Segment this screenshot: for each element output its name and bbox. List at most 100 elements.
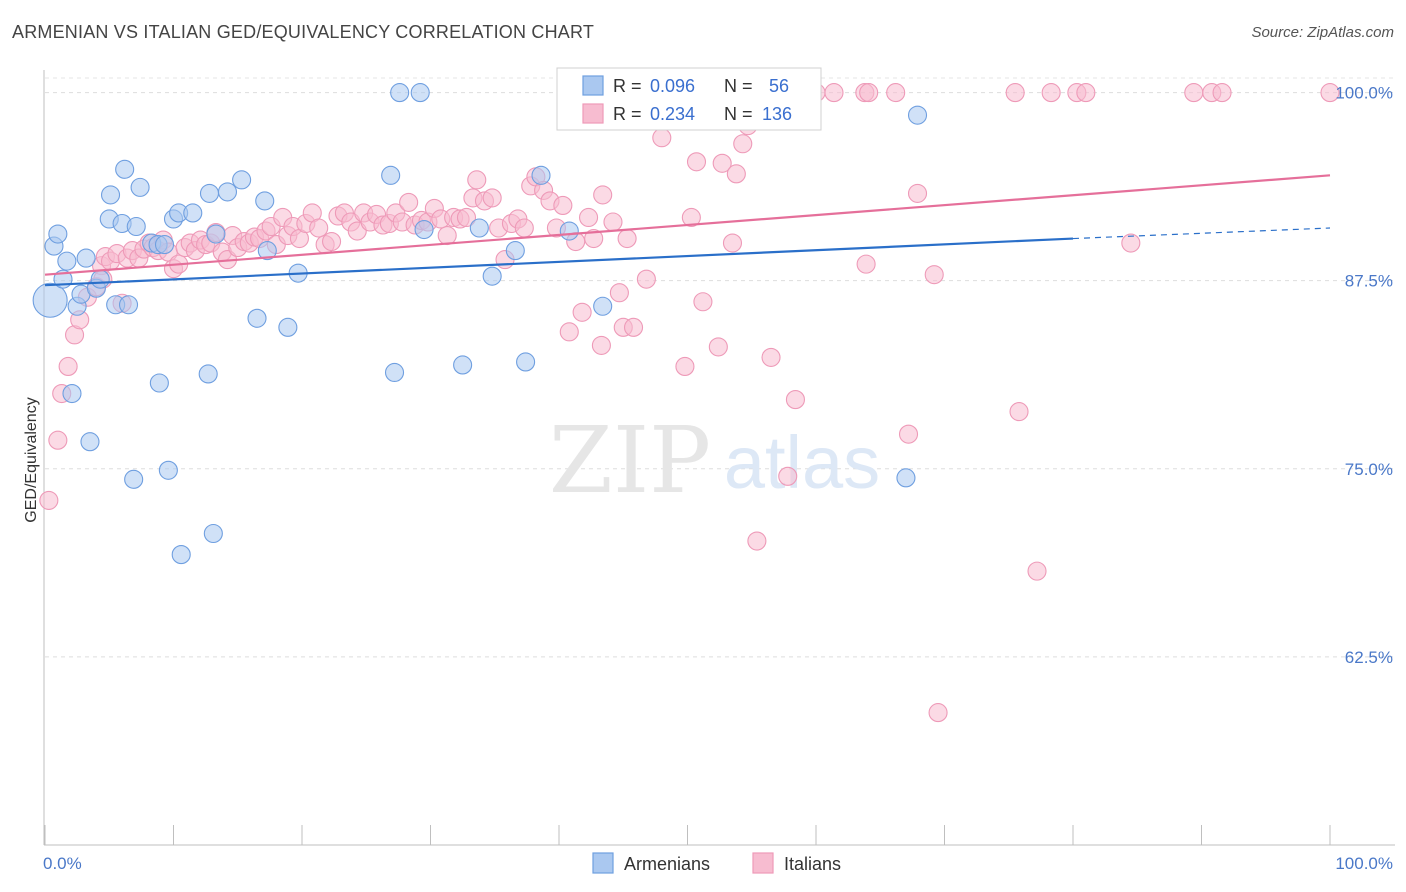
armenian-point <box>32 282 68 318</box>
armenian-point <box>278 317 298 337</box>
italian-point <box>456 207 477 228</box>
x-tick-labels: 0.0% 100.0% <box>43 854 1393 873</box>
stats-legend: R = 0.096 N = 56 R = 0.234 N = 136 <box>556 67 822 131</box>
armenian-point <box>482 266 502 286</box>
italian-point <box>1212 83 1232 103</box>
armenian-point <box>414 219 434 240</box>
italian-point <box>856 254 876 274</box>
y-tick-label: 87.5% <box>1345 272 1393 291</box>
italian-point <box>778 466 798 486</box>
italian-point <box>1320 83 1340 103</box>
armenian-point <box>907 105 928 125</box>
italian-point <box>636 269 656 289</box>
italian-point <box>708 337 728 357</box>
italian-point <box>39 490 59 510</box>
italian-point <box>898 424 919 444</box>
armenian-point <box>149 373 169 393</box>
armenian-point <box>76 248 96 268</box>
italian-point <box>482 188 502 208</box>
italian-point <box>712 153 732 173</box>
legend-item-armenians[interactable]: Armenians <box>624 854 710 874</box>
y-tick-label: 62.5% <box>1345 648 1393 667</box>
italian-point <box>924 265 944 285</box>
armenian-point <box>390 83 410 103</box>
armenian-point <box>48 224 68 244</box>
italian-point <box>623 317 644 337</box>
armenian-point <box>531 165 551 185</box>
italian-point <box>584 228 604 249</box>
italian-point <box>617 228 637 249</box>
legend-item-italians-swatch[interactable] <box>752 852 774 874</box>
italian-point <box>747 531 767 551</box>
italian-point <box>928 703 948 723</box>
italian-point <box>886 83 906 103</box>
armenian-point <box>453 355 473 375</box>
armenian-point <box>57 251 77 271</box>
armenian-point <box>199 183 220 203</box>
italian-point <box>514 218 534 238</box>
italian-point <box>1027 561 1047 581</box>
series-legend: Armenians Italians <box>592 852 841 874</box>
italian-point <box>1121 233 1141 253</box>
italian-point <box>693 292 713 312</box>
italian-point <box>1184 83 1204 103</box>
italian-point <box>48 430 68 450</box>
armenian-point <box>896 468 916 488</box>
legend-n-value-italians: 136 <box>762 104 792 124</box>
italian-point <box>309 218 329 238</box>
legend-swatch-italians <box>582 103 604 124</box>
armenian-point <box>62 383 82 404</box>
trendline-armenians-extension <box>1072 227 1331 240</box>
trendline-italians <box>44 174 1331 276</box>
legend-n-label-armenians: N = <box>724 76 753 96</box>
legend-item-italians[interactable]: Italians <box>784 854 841 874</box>
armenian-point <box>126 216 146 237</box>
source-credit: Source: ZipAtlas.com <box>1251 24 1394 41</box>
watermark-zip: ZIP <box>549 407 711 514</box>
italian-point <box>686 152 707 172</box>
y-tick-label: 75.0% <box>1345 460 1393 479</box>
italian-point <box>553 195 573 215</box>
armenian-point <box>255 191 275 211</box>
armenian-point <box>124 469 144 489</box>
armenian-point <box>183 203 203 223</box>
chart-title: ARMENIAN VS ITALIAN GED/EQUIVALENCY CORR… <box>12 22 595 42</box>
armenian-point <box>257 241 277 261</box>
legend-item-armenians-swatch[interactable] <box>592 852 614 874</box>
armenian-point <box>100 185 121 205</box>
armenian-point <box>505 241 525 261</box>
armenian-point <box>217 182 238 202</box>
armenian-point <box>232 170 252 190</box>
armenian-point <box>80 432 100 452</box>
armenian-point <box>410 83 430 103</box>
trendline-armenians <box>44 237 1074 287</box>
italian-point <box>761 347 781 367</box>
armenian-point <box>516 352 536 372</box>
armenian-point <box>381 165 401 185</box>
armenian-point <box>130 177 150 197</box>
italian-point <box>824 83 844 103</box>
italian-point <box>652 128 672 148</box>
italian-point <box>591 335 611 355</box>
armenian-point <box>90 269 110 289</box>
y-tick-labels: 100.0% 87.5% 75.0% 62.5% <box>1335 84 1393 667</box>
x-tick-label: 100.0% <box>1335 854 1393 873</box>
italian-point <box>1005 83 1025 103</box>
italian-point <box>733 134 753 154</box>
italian-point <box>399 192 419 212</box>
italian-point <box>859 83 879 103</box>
italian-point <box>437 225 457 246</box>
armenian-point <box>198 364 218 384</box>
italian-point <box>722 233 743 253</box>
armenian-point <box>247 308 267 328</box>
legend-r-value-armenians: 0.096 <box>650 76 695 96</box>
y-axis-label: GED/Equivalency <box>23 397 40 522</box>
armenian-point <box>469 218 489 238</box>
italian-point <box>681 207 701 228</box>
axes <box>43 70 1395 846</box>
italian-point <box>1041 83 1061 103</box>
italian-point <box>603 212 623 232</box>
italian-point <box>559 322 579 342</box>
italian-point <box>726 164 746 184</box>
